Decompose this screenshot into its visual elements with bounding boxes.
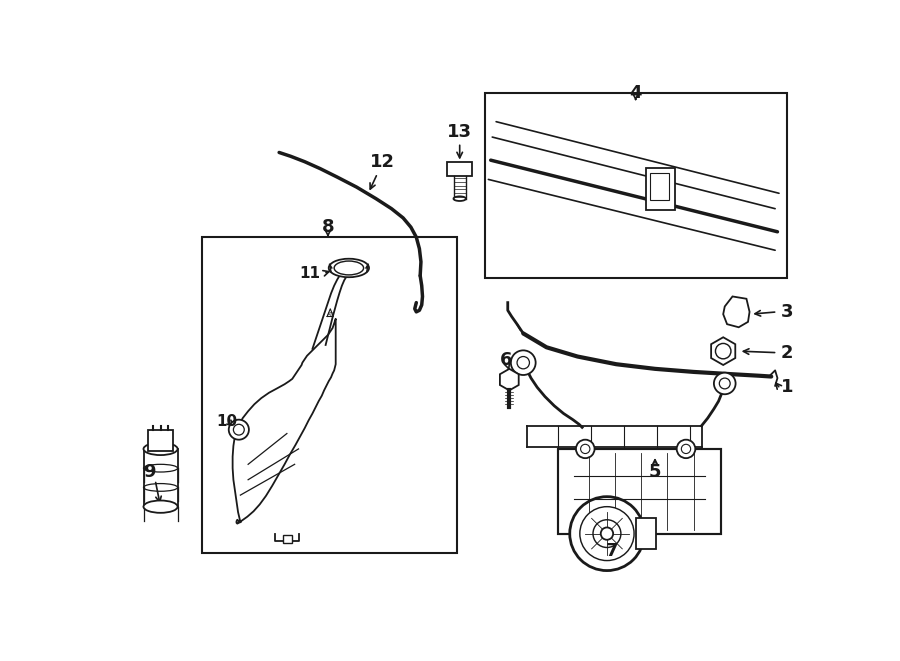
- Circle shape: [580, 507, 634, 561]
- Text: 5: 5: [649, 463, 662, 481]
- Circle shape: [576, 440, 595, 458]
- Polygon shape: [500, 369, 518, 391]
- Ellipse shape: [338, 267, 352, 274]
- Text: 12: 12: [370, 153, 395, 171]
- Ellipse shape: [143, 443, 177, 455]
- Ellipse shape: [328, 258, 369, 277]
- Bar: [202, 237, 457, 553]
- Text: 8: 8: [321, 218, 334, 236]
- Circle shape: [601, 527, 613, 540]
- Circle shape: [570, 496, 644, 570]
- Text: 9: 9: [143, 463, 156, 481]
- Circle shape: [511, 350, 536, 375]
- Circle shape: [681, 444, 690, 453]
- Polygon shape: [711, 337, 735, 365]
- Circle shape: [229, 420, 249, 440]
- Circle shape: [677, 440, 696, 458]
- Bar: [636, 518, 656, 549]
- Bar: [651, 173, 669, 200]
- Bar: [283, 535, 293, 543]
- Bar: [558, 449, 721, 533]
- Bar: [645, 168, 675, 210]
- Bar: [447, 163, 473, 176]
- Text: 13: 13: [447, 123, 473, 141]
- Polygon shape: [724, 297, 750, 327]
- Ellipse shape: [143, 503, 177, 510]
- Text: AT: AT: [327, 312, 334, 317]
- Text: 11: 11: [299, 266, 320, 281]
- Circle shape: [233, 424, 244, 435]
- Bar: [484, 93, 787, 278]
- Circle shape: [719, 378, 730, 389]
- Ellipse shape: [143, 484, 177, 491]
- Circle shape: [517, 356, 529, 369]
- Ellipse shape: [143, 464, 177, 472]
- Text: 3: 3: [780, 303, 793, 321]
- Text: 7: 7: [606, 541, 618, 560]
- Circle shape: [593, 520, 621, 547]
- Circle shape: [580, 444, 590, 453]
- Circle shape: [714, 373, 735, 394]
- Ellipse shape: [143, 500, 177, 513]
- Text: 2: 2: [780, 344, 793, 362]
- Bar: [148, 430, 173, 451]
- Ellipse shape: [454, 196, 466, 201]
- Text: 10: 10: [217, 414, 238, 430]
- Text: 1: 1: [780, 378, 793, 397]
- Text: 6: 6: [500, 352, 512, 369]
- Circle shape: [716, 344, 731, 359]
- Text: 4: 4: [629, 84, 642, 102]
- Ellipse shape: [334, 261, 364, 275]
